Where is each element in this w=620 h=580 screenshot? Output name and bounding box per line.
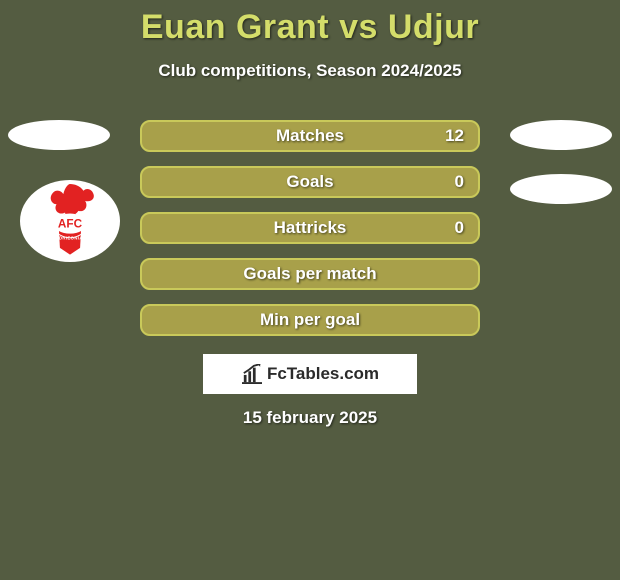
player-left-placeholder [8, 120, 110, 150]
footer-date: 15 february 2025 [0, 408, 620, 428]
stat-row-matches: Matches 12 [140, 120, 480, 152]
stat-label: Hattricks [274, 218, 347, 238]
stats-rows: Matches 12 Goals 0 Hattricks 0 Goals per… [140, 120, 480, 350]
stat-label: Goals per match [243, 264, 376, 284]
stat-row-min-per-goal: Min per goal [140, 304, 480, 336]
stat-value: 0 [455, 218, 464, 238]
stat-row-goals: Goals 0 [140, 166, 480, 198]
stat-row-goals-per-match: Goals per match [140, 258, 480, 290]
club-logo: AFC AIRDRIEONIANS [20, 180, 120, 262]
player-right-placeholder-1 [510, 120, 612, 150]
stat-value: 0 [455, 172, 464, 192]
stat-row-hattricks: Hattricks 0 [140, 212, 480, 244]
player-right-placeholder-2 [510, 174, 612, 204]
bar-chart-icon [241, 364, 263, 384]
stat-label: Matches [276, 126, 344, 146]
fctables-branding: FcTables.com [203, 354, 417, 394]
page-title: Euan Grant vs Udjur [0, 0, 620, 47]
stat-value: 12 [445, 126, 464, 146]
club-badge-icon: AFC AIRDRIEONIANS [28, 180, 112, 262]
club-badge-text: AFC [58, 218, 83, 231]
stat-label: Goals [286, 172, 333, 192]
stat-label: Min per goal [260, 310, 360, 330]
svg-text:AIRDRIEONIANS: AIRDRIEONIANS [51, 235, 90, 240]
page-subtitle: Club competitions, Season 2024/2025 [0, 61, 620, 81]
fctables-text: FcTables.com [267, 364, 379, 384]
